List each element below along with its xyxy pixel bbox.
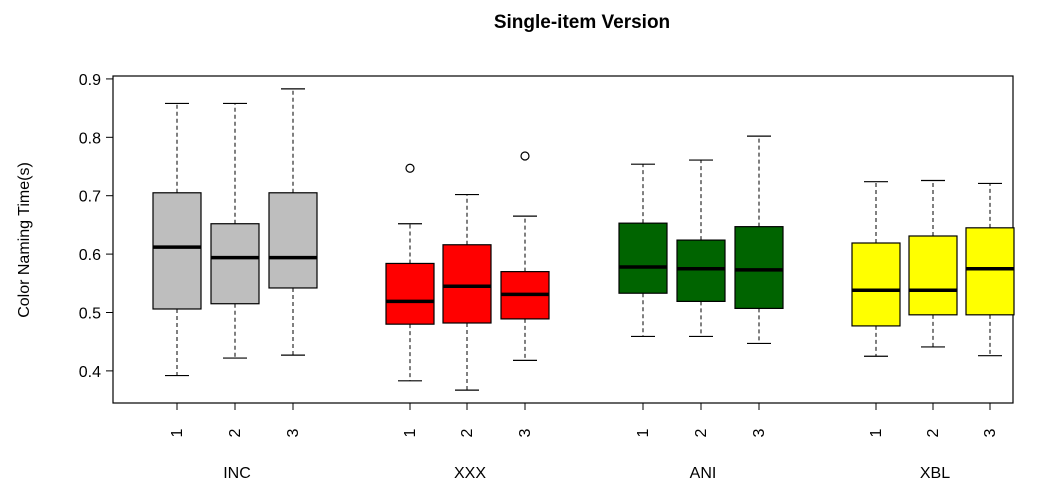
chart-title: Single-item Version [494, 12, 670, 33]
x-tick-label-xxx-3: 3 [517, 428, 534, 437]
x-tick-label-xxx-2: 2 [459, 428, 476, 437]
x-tick-label-inc-2: 2 [227, 428, 244, 437]
x-tick-label-ani-1: 1 [635, 428, 652, 437]
x-tick-label-xbl-1: 1 [868, 428, 885, 437]
box-xxx-1 [385, 262, 435, 325]
outlier-xxx-1-0 [405, 163, 415, 173]
y-tick-label: 0.4 [79, 364, 101, 381]
box-ani-1 [618, 222, 668, 294]
y-tick-label: 0.8 [79, 130, 101, 147]
x-tick-label-xbl-3: 3 [982, 428, 999, 437]
group-label-inc: INC [223, 465, 251, 481]
box-ani-3 [734, 226, 784, 310]
x-tick-label-inc-1: 1 [169, 428, 186, 437]
y-axis-label: Color Naming Time(s) [16, 162, 33, 318]
plot-area: 0.4 0.5 0.6 0.7 0.8 0.9 1 2 3 INC 1 2 3 XXX 1 2 3 ANI 1 2 3 X… [79, 72, 1015, 481]
y-tick-label: 0.6 [79, 247, 101, 264]
group-label-xbl: XBL [920, 465, 950, 481]
group-label-ani: ANI [690, 465, 717, 481]
y-tick-label: 0.9 [79, 72, 101, 89]
box-inc-2 [210, 223, 260, 305]
x-tick-label-ani-3: 3 [751, 428, 768, 437]
box-xbl-2 [908, 235, 958, 316]
box-xbl-3 [965, 227, 1015, 316]
y-tick-label: 0.7 [79, 189, 101, 206]
box-inc-3 [268, 192, 318, 289]
x-tick-label-inc-3: 3 [285, 428, 302, 437]
x-tick-label-ani-2: 2 [693, 428, 710, 437]
box-inc-1 [152, 192, 202, 310]
x-tick-label-xxx-1: 1 [402, 428, 419, 437]
y-tick-label: 0.5 [79, 305, 101, 322]
box-ani-2 [676, 239, 726, 302]
group-label-xxx: XXX [454, 465, 486, 481]
outlier-xxx-3-0 [520, 151, 530, 161]
box-xxx-2 [442, 244, 492, 324]
box-xbl-1 [851, 242, 901, 327]
x-tick-label-xbl-2: 2 [925, 428, 942, 437]
